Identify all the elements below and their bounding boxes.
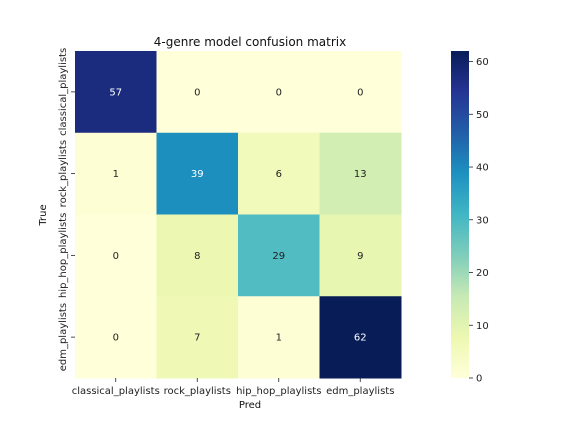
heatmap-cell xyxy=(238,51,320,134)
x-axis-label: Pred xyxy=(239,400,261,411)
heatmap-cell xyxy=(319,51,402,134)
cell-value-label: 1 xyxy=(113,169,119,180)
x-tick-label: classical_playlists xyxy=(72,386,160,397)
cell-value-label: 57 xyxy=(109,87,122,98)
x-tick-label: rock_playlists xyxy=(164,386,231,397)
heatmap-cell xyxy=(75,132,157,215)
cell-value-label: 39 xyxy=(191,169,204,180)
cell-value-label: 0 xyxy=(113,251,119,262)
heatmap-cell xyxy=(238,132,320,215)
heatmap-cell xyxy=(75,214,157,297)
colorbar-tick-label: 50 xyxy=(476,110,489,121)
colorbar xyxy=(451,51,469,378)
x-tick-label: edm_playlists xyxy=(326,386,394,397)
cell-value-label: 9 xyxy=(357,251,363,262)
x-axis-ticks: classical_playlists rock_playlists hip_hop… xyxy=(72,378,394,397)
cell-value-label: 29 xyxy=(272,251,285,262)
cell-value-label: 13 xyxy=(354,169,367,180)
heatmap-cell xyxy=(156,51,239,134)
x-tick-label: hip_hop_playlists xyxy=(236,386,321,397)
y-tick-label: edm_playlists xyxy=(58,303,69,371)
cell-value-label: 0 xyxy=(276,87,282,98)
heatmap-cell xyxy=(319,214,402,297)
heatmap-cell xyxy=(156,296,239,379)
heatmap-cell xyxy=(156,132,239,215)
cell-value-label: 1 xyxy=(276,333,282,344)
y-axis-label: True xyxy=(38,204,49,226)
colorbar-tick-label: 40 xyxy=(476,163,489,174)
cell-value-label: 62 xyxy=(354,333,367,344)
cell-value-label: 0 xyxy=(113,333,119,344)
heatmap-cell xyxy=(238,296,320,379)
y-tick-label: classical_playlists xyxy=(58,48,69,136)
colorbar-tick-label: 60 xyxy=(476,57,489,68)
heatmap-cell xyxy=(156,214,239,297)
colorbar-tick-label: 30 xyxy=(476,215,489,226)
chart-title: 4-genre model confusion matrix xyxy=(154,35,346,49)
colorbar-tick-label: 20 xyxy=(476,268,489,279)
colorbar-tick-label: 10 xyxy=(476,321,489,332)
cell-value-label: 7 xyxy=(194,333,200,344)
heatmap-cell xyxy=(75,296,157,379)
heatmap-cell xyxy=(319,132,402,215)
colorbar-tick-label: 0 xyxy=(476,374,482,385)
colorbar-ticks: 0 10 20 30 40 50 60 xyxy=(469,57,489,385)
y-tick-label: hip_hop_playlists xyxy=(58,213,69,298)
cell-value-label: 0 xyxy=(357,87,363,98)
heatmap-cells: 57 0 0 0 1 39 6 13 0 8 29 9 0 7 1 62 xyxy=(75,51,402,379)
heatmap-cell xyxy=(75,51,157,134)
cell-value-label: 8 xyxy=(194,251,200,262)
y-tick-label: rock_playlists xyxy=(58,140,69,207)
heatmap-cell xyxy=(238,214,320,297)
y-axis-ticks: classical_playlists rock_playlists hip_hop… xyxy=(58,48,75,371)
heatmap-cell xyxy=(319,296,402,379)
cell-value-label: 0 xyxy=(194,87,200,98)
cell-value-label: 6 xyxy=(276,169,282,180)
